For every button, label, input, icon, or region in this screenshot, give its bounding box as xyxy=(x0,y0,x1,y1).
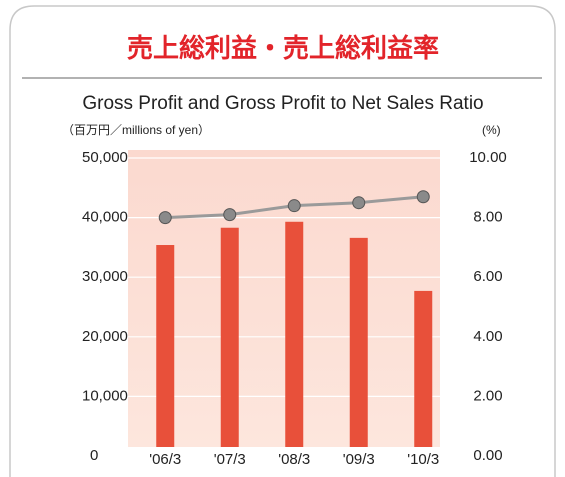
y-tick-label: 50,000 xyxy=(82,149,128,166)
y-tick-label: 10,000 xyxy=(82,387,128,404)
line-marker xyxy=(158,211,172,225)
bar xyxy=(414,290,433,447)
x-tick-label: '06/3 xyxy=(149,451,181,468)
y-tick-label: 20,000 xyxy=(82,328,128,345)
bar xyxy=(285,221,304,447)
y2-tick-label: 8.00 xyxy=(473,209,502,226)
bar xyxy=(156,245,175,447)
x-tick-label: '08/3 xyxy=(278,451,310,468)
y2-tick-label: 6.00 xyxy=(473,268,502,285)
chart-subtitle: Gross Profit and Gross Profit to Net Sal… xyxy=(82,93,483,114)
frame xyxy=(9,5,556,477)
x-tick-label: '07/3 xyxy=(214,451,246,468)
x-tick-label: '09/3 xyxy=(343,451,375,468)
bar xyxy=(349,237,368,447)
chart-title: 売上総利益・売上総利益率 xyxy=(127,33,439,63)
line-marker xyxy=(352,196,366,210)
line-marker xyxy=(416,190,430,204)
y-tick-label: 40,000 xyxy=(82,209,128,226)
y2-tick-label: 0.00 xyxy=(473,447,502,464)
y-axis-label: （百万円／millions of yen） xyxy=(62,123,210,137)
bar xyxy=(220,227,239,447)
y2-tick-label: 10.00 xyxy=(469,149,507,166)
y-tick-label: 0 xyxy=(90,447,98,464)
x-tick-label: '10/3 xyxy=(407,451,439,468)
y2-axis-label: (%) xyxy=(482,123,501,137)
plot-area xyxy=(128,150,440,447)
y-tick-label: 30,000 xyxy=(82,268,128,285)
y2-tick-label: 4.00 xyxy=(473,328,502,345)
line-marker xyxy=(223,208,237,222)
line-marker xyxy=(287,199,301,213)
y2-tick-label: 2.00 xyxy=(473,387,502,404)
